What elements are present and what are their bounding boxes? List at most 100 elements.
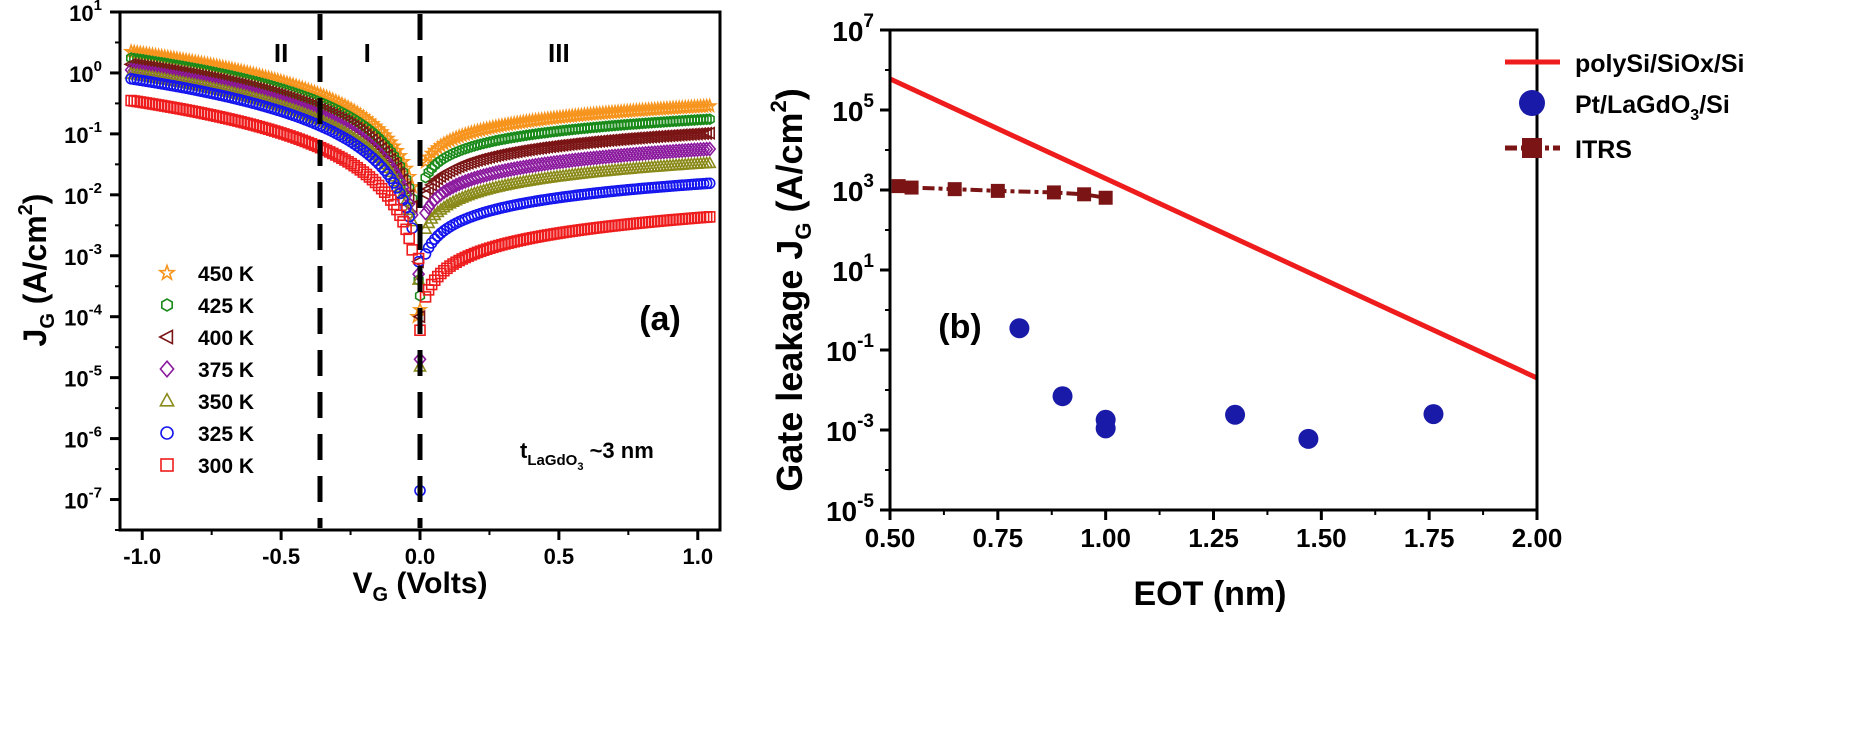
data-point <box>290 132 302 144</box>
data-point <box>208 72 222 87</box>
data-point <box>459 251 472 264</box>
data-point <box>465 248 478 261</box>
data-point <box>443 180 457 197</box>
legend-marker <box>160 458 174 472</box>
data-point <box>419 205 433 221</box>
data-point <box>681 142 695 159</box>
y-tick-label: 10-4 <box>64 302 102 331</box>
x-tick-label: 0.0 <box>405 544 436 569</box>
data-point <box>477 244 490 257</box>
data-point <box>284 130 296 142</box>
panel-b-label: (b) <box>938 308 981 346</box>
data-point <box>486 241 499 254</box>
x-tick-label: 0.75 <box>973 523 1024 553</box>
data-point <box>172 65 186 80</box>
itrs-point <box>1046 185 1061 200</box>
legend-marker <box>160 426 174 440</box>
panel-b-ticks: 0.50 0.75 1.00 1.25 1.50 1.75 2.00 107 105 103 101… <box>826 11 1562 553</box>
data-point <box>701 97 718 113</box>
data-point <box>302 136 315 149</box>
y-tick-label: 10-3 <box>826 411 874 447</box>
data-point <box>190 68 204 83</box>
data-point <box>587 150 601 166</box>
x-tick-label: -0.5 <box>262 544 300 569</box>
data-point <box>497 147 511 161</box>
data-point <box>698 113 709 126</box>
data-point <box>342 156 354 168</box>
data-point <box>432 156 443 169</box>
legend-label: 325 K <box>198 423 254 446</box>
ptlagdo-point <box>1225 404 1246 425</box>
data-point <box>175 65 189 80</box>
data-point <box>446 179 460 195</box>
y-tick-label: 10-7 <box>64 485 102 514</box>
data-point <box>623 146 637 163</box>
data-point <box>296 134 309 147</box>
data-point <box>422 199 436 216</box>
data-point <box>456 253 469 265</box>
data-point <box>405 213 420 227</box>
data-point <box>648 144 662 161</box>
region-label: I <box>364 38 371 68</box>
data-point <box>426 174 441 189</box>
data-point <box>694 141 708 158</box>
y-tick-label: 105 <box>832 91 874 127</box>
data-point <box>493 239 505 252</box>
data-point <box>702 155 717 169</box>
data-point <box>620 147 634 163</box>
data-point <box>281 129 293 141</box>
data-point <box>345 157 357 170</box>
data-point <box>402 202 417 216</box>
panel-a-series-425-k <box>125 52 715 302</box>
data-point <box>372 157 385 170</box>
data-point <box>452 176 466 192</box>
data-point <box>293 133 305 145</box>
panel-a-ticks: -1.0 -0.5 0.0 0.5 1.0 101 100 10-1 10-2 10-3 10-4 1… <box>64 0 722 569</box>
data-point <box>256 121 269 134</box>
data-point <box>651 144 665 161</box>
data-point <box>244 118 257 130</box>
data-point <box>471 246 484 259</box>
data-point <box>199 70 213 85</box>
y-tick-label: 101 <box>832 251 874 287</box>
data-point <box>424 211 439 224</box>
data-point <box>687 142 701 158</box>
data-point <box>250 119 263 132</box>
data-point <box>611 147 625 164</box>
data-point <box>584 150 598 167</box>
data-point <box>369 176 382 189</box>
panel-a-x-axis-label: VG (Volts) <box>352 567 487 606</box>
data-point <box>184 67 198 82</box>
panel-a-series-300-k <box>125 94 716 337</box>
data-point <box>642 145 656 161</box>
data-point <box>660 144 674 160</box>
data-point <box>488 148 502 163</box>
data-point <box>299 135 312 148</box>
data-point <box>491 148 505 162</box>
panel-b-x-axis-label: EOT (nm) <box>1134 575 1287 613</box>
legend-marker <box>157 263 177 282</box>
data-point <box>462 250 475 262</box>
data-point <box>672 143 686 159</box>
data-point <box>669 143 683 159</box>
data-point <box>193 69 207 83</box>
y-tick-label: 10-2 <box>64 180 102 209</box>
legend-label: 425 K <box>198 295 254 318</box>
itrs-point <box>891 179 906 194</box>
data-point <box>645 145 659 161</box>
panel-b-axes-frame <box>888 28 1539 512</box>
data-point <box>614 147 628 164</box>
y-tick-label: 10-3 <box>64 241 102 270</box>
legend-itrs-label: ITRS <box>1575 136 1632 164</box>
data-point <box>420 148 437 165</box>
region-label: II <box>274 38 288 68</box>
itrs-point <box>990 183 1005 198</box>
data-point <box>443 196 457 209</box>
data-point <box>287 131 299 143</box>
data-point <box>211 73 226 87</box>
series-polysi-line <box>888 76 1539 381</box>
data-point <box>399 193 413 207</box>
data-point <box>657 144 671 160</box>
data-point <box>196 69 210 84</box>
